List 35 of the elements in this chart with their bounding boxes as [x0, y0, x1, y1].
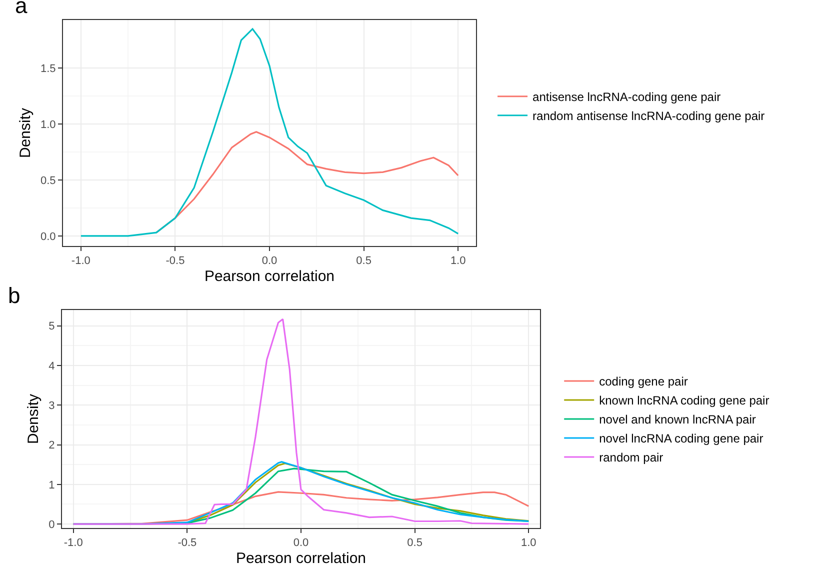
line-series [80, 28, 459, 237]
x-tick-label: 0.0 [293, 537, 309, 550]
y-tick-label: 5 [48, 320, 55, 333]
x-tick-label: 0.0 [262, 255, 278, 268]
y-axis-title: Density [16, 108, 34, 158]
y-tick-label: 3 [48, 400, 55, 412]
legend-label: random antisense lncRNA-coding gene pair [532, 109, 765, 124]
legend-label: antisense lncRNA-coding gene pair [532, 90, 721, 104]
y-tick-label: 1 [48, 479, 55, 492]
text: a [15, 0, 28, 18]
y-tick-label: 0 [48, 518, 55, 531]
y-tick-label: 2 [48, 440, 55, 452]
text: b [8, 283, 20, 308]
y-tick-label: 1.0 [40, 118, 56, 131]
legend-label: random pair [599, 450, 664, 465]
legend-label: known lncRNA coding gene pair [599, 394, 770, 408]
x-axis-title: Pearson correlation [236, 550, 366, 568]
line-series [72, 318, 530, 525]
x-tick-label: -1.0 [71, 255, 90, 268]
y-axis-title: Density [24, 394, 42, 444]
legend-label: coding gene pair [599, 374, 688, 389]
y-tick-label: 4 [48, 360, 55, 372]
x-tick-label: -0.5 [178, 537, 197, 550]
legend-label: novel lncRNA coding gene pair [599, 432, 764, 446]
x-tick-label: 1.0 [450, 255, 466, 268]
x-tick-label: 0.5 [407, 537, 422, 550]
y-tick-label: 1.5 [40, 62, 56, 75]
x-axis-title: Pearson correlation [204, 268, 335, 286]
legend-label: novel and known lncRNA pair [599, 412, 756, 427]
x-tick-label: -0.5 [166, 255, 185, 268]
x-tick-label: -1.0 [64, 537, 83, 550]
y-tick-label: 0.5 [40, 174, 56, 187]
x-tick-label: 1.0 [520, 537, 536, 550]
x-tick-label: 0.5 [356, 255, 372, 268]
y-tick-label: 0.0 [40, 230, 56, 243]
